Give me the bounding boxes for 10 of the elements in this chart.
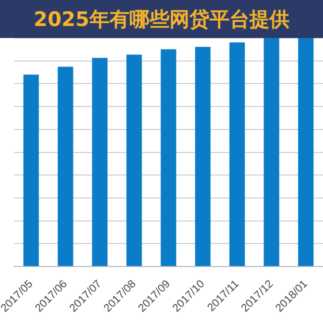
bar: [160, 49, 176, 266]
bar: [195, 46, 211, 266]
bar: [229, 42, 245, 266]
bar: [264, 38, 280, 266]
bar: [23, 74, 39, 266]
bar: [126, 54, 142, 266]
bar: [92, 58, 108, 266]
bar: [58, 66, 74, 266]
bar: [298, 38, 314, 266]
chart-title: 2025年有哪些网贷平台提供: [0, 0, 323, 38]
